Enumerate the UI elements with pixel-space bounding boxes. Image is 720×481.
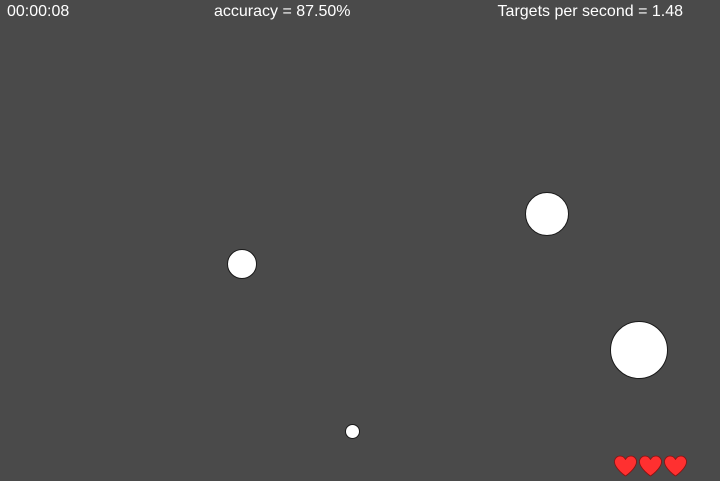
targets-per-second-readout: Targets per second = 1.48 [497,3,683,20]
timer: 00:00:08 [7,3,70,20]
target-circle[interactable] [610,321,668,379]
target-circle[interactable] [525,192,569,236]
target-circle[interactable] [345,424,360,439]
accuracy-readout: accuracy = 87.50% [214,3,351,20]
heart-icon [614,455,637,477]
heart-icon [664,455,687,477]
lives-indicator [613,454,688,478]
heart-icon [639,455,662,477]
target-circle[interactable] [227,249,257,279]
